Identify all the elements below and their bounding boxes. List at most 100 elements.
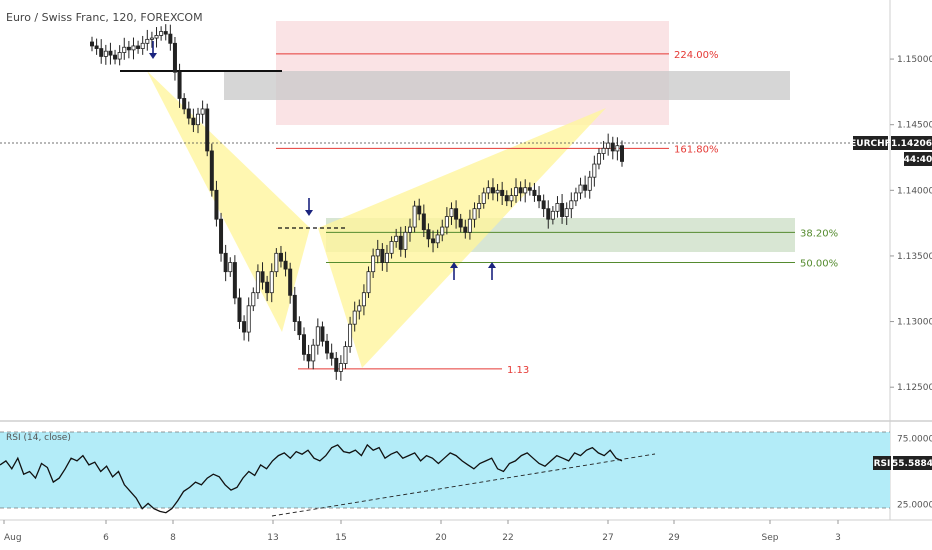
time-tick-label: Aug	[4, 533, 22, 543]
candle-body	[219, 218, 224, 254]
candle-body	[509, 195, 514, 202]
candle-body	[606, 142, 611, 149]
candle-body	[94, 45, 99, 49]
candle-body	[412, 205, 417, 228]
candle-body	[361, 292, 366, 307]
candle-body	[357, 305, 362, 312]
time-tick-label: 8	[170, 533, 176, 543]
candle-body	[541, 200, 546, 210]
candle-body	[311, 344, 316, 362]
pattern-triangle-bcd	[318, 108, 606, 368]
candle-body	[315, 326, 320, 346]
candle-body	[481, 192, 486, 204]
candle-body	[223, 252, 228, 273]
candle-body	[103, 50, 108, 57]
candle-body	[122, 46, 127, 53]
candle-body	[200, 108, 205, 115]
candle-body	[490, 187, 495, 194]
candle-body	[269, 271, 274, 294]
candle-body	[440, 226, 445, 236]
candle-body	[550, 210, 555, 220]
rsi-badge-label: RSI	[874, 459, 891, 469]
candle-body	[177, 71, 182, 99]
candle-body	[283, 260, 288, 270]
candle-body	[472, 208, 477, 220]
candle-body	[297, 321, 302, 336]
pattern-triangle-xab	[147, 71, 310, 332]
time-tick-label: 27	[602, 533, 613, 543]
candle-body	[126, 46, 131, 51]
countdown-value: 44:40	[904, 155, 932, 165]
rsi-tick-label: 25.0000	[897, 501, 932, 511]
candle-body	[292, 294, 297, 322]
candles-group	[90, 24, 625, 381]
rsi-tick-label: 75.0000	[897, 434, 932, 444]
rsi-axis: 75.0000 25.0000	[897, 434, 932, 510]
time-tick-label: 6	[103, 533, 109, 543]
candle-body	[371, 255, 376, 273]
candle-body	[555, 203, 560, 212]
rsi-value: 55.5884	[892, 459, 932, 469]
price-axis[interactable]: 1.15000 1.14500 1.14000 1.13500 1.13000 1.125…	[890, 55, 932, 393]
rsi-badge: RSI 55.5884	[873, 456, 932, 470]
candle-body	[214, 189, 219, 220]
candle-body	[546, 208, 551, 220]
resistance-zone	[224, 71, 790, 100]
rsi-trendline	[271, 453, 656, 517]
candle-body	[514, 187, 519, 196]
candle-body	[306, 353, 311, 362]
candle-body	[265, 281, 270, 294]
candle-body	[560, 203, 565, 217]
candle-body	[108, 50, 113, 56]
candle-body	[394, 235, 399, 242]
candle-body	[366, 271, 371, 294]
last-price-value: 1.14206	[891, 139, 932, 149]
time-tick-label: 3	[835, 533, 841, 543]
candle-body	[403, 231, 408, 250]
candle-body	[407, 226, 412, 233]
candle-body	[320, 326, 325, 342]
candle-body	[172, 42, 177, 73]
time-axis[interactable]: Aug 6 8 13 15 20 22 27 29 Sep 3	[3, 520, 841, 543]
price-tick-label: 1.15000	[897, 55, 932, 65]
rsi-band-background	[0, 432, 890, 508]
fib-level-label: 1.13	[507, 365, 529, 376]
candle-body	[232, 262, 237, 299]
candle-body	[278, 252, 283, 262]
candle-body	[140, 42, 145, 49]
candle-body	[99, 48, 104, 57]
candle-body	[596, 153, 601, 165]
candle-body	[182, 98, 187, 110]
candle-body	[537, 195, 542, 202]
candle-body	[159, 31, 164, 36]
candle-body	[569, 200, 574, 210]
candle-body	[421, 213, 426, 231]
candle-body	[587, 176, 592, 191]
fib-level-label: 50.00%	[800, 259, 838, 270]
candle-body	[573, 192, 578, 202]
candle-body	[288, 268, 293, 296]
candle-body	[431, 238, 436, 244]
candle-body	[380, 248, 385, 263]
candle-body	[237, 297, 242, 322]
candle-body	[592, 163, 597, 178]
arrow-up-1	[450, 262, 458, 280]
time-tick-label: 22	[502, 533, 513, 543]
price-tick-label: 1.13000	[897, 318, 932, 328]
fib-level-label: 161.80%	[674, 144, 719, 155]
symbol-badge: EURCHF	[850, 136, 891, 150]
candle-body	[486, 187, 491, 194]
candle-body	[149, 37, 154, 40]
candle-body	[136, 45, 141, 49]
price-tick-label: 1.14500	[897, 121, 932, 131]
arrow-down-1	[149, 41, 157, 59]
candle-body	[113, 54, 118, 60]
rsi-line	[0, 443, 623, 514]
candle-body	[195, 113, 200, 126]
candle-body	[444, 216, 449, 228]
candle-body	[334, 357, 339, 372]
candle-body	[384, 252, 389, 263]
fib-level-label: 224.00%	[674, 50, 719, 61]
candle-body	[398, 235, 403, 250]
